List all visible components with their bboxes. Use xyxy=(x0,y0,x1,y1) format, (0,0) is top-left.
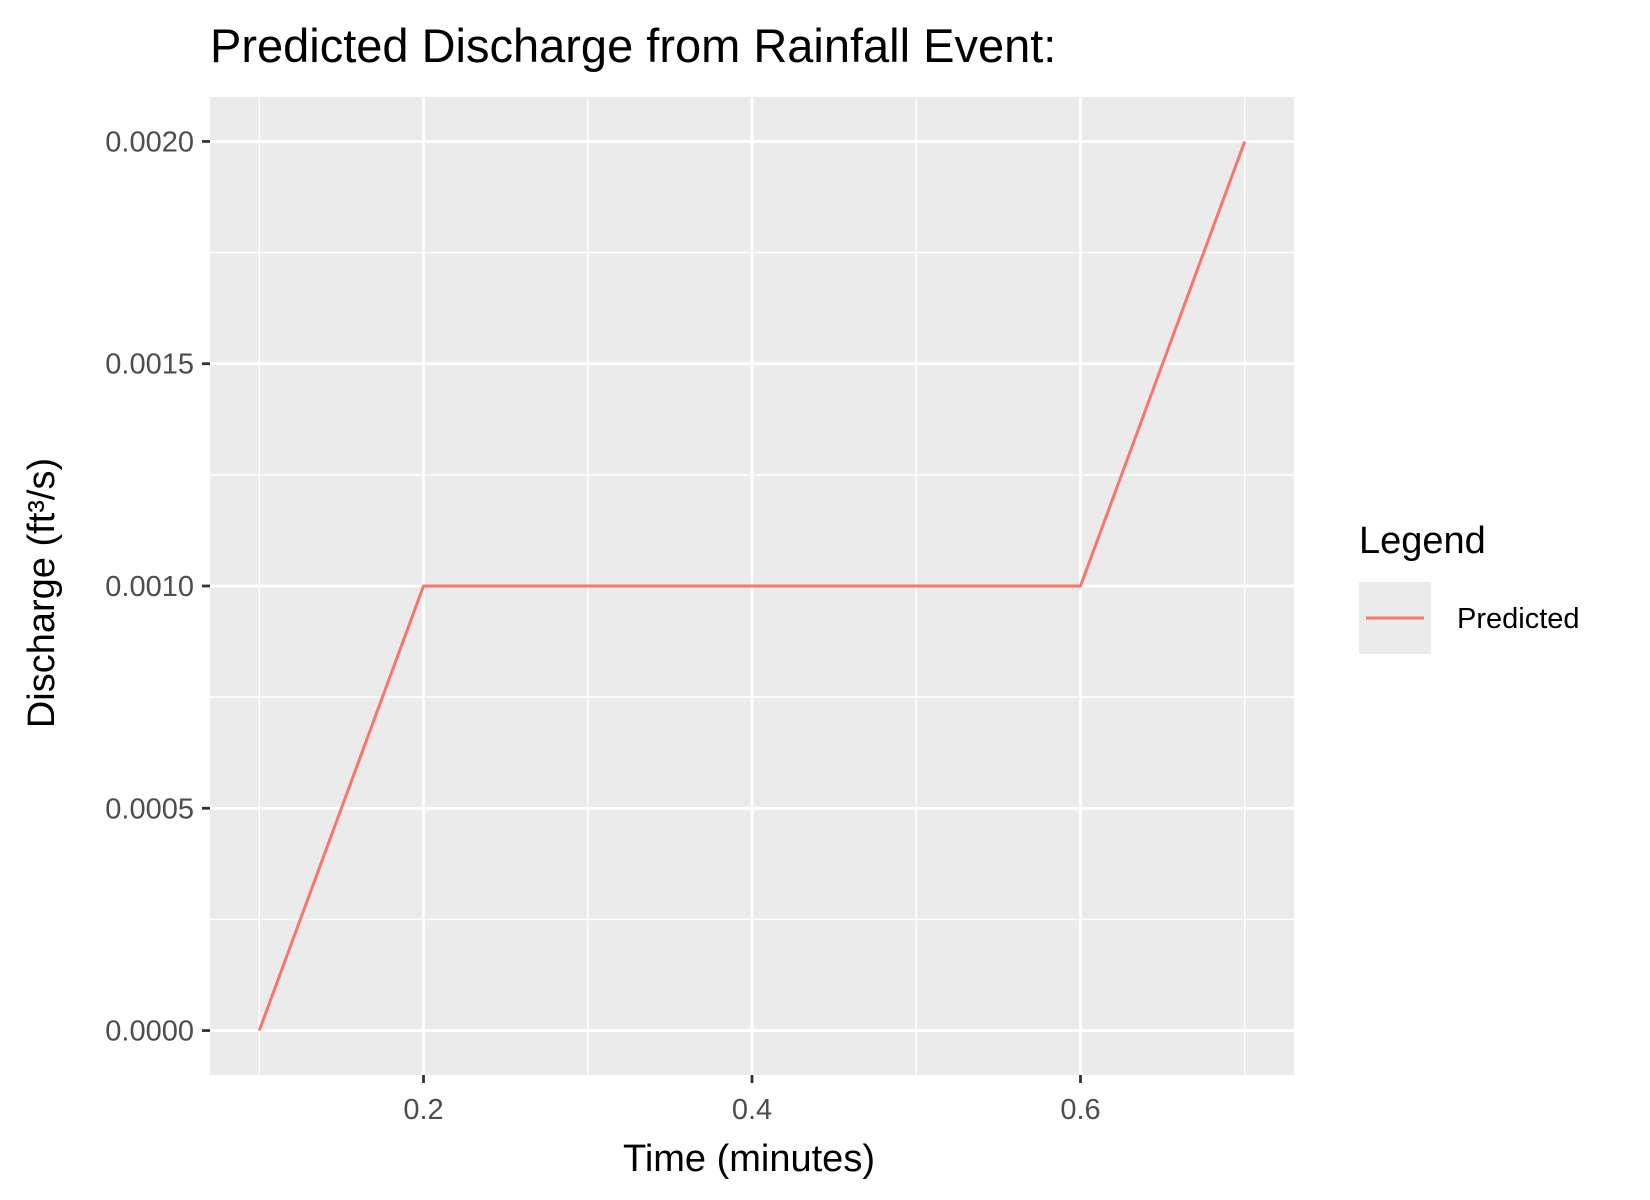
chart-title: Predicted Discharge from Rainfall Event: xyxy=(210,19,1056,72)
x-tick-label: 0.6 xyxy=(1060,1094,1100,1126)
x-tick-label: 0.2 xyxy=(403,1094,443,1126)
y-tick-label: 0.0005 xyxy=(105,793,194,825)
series-layer xyxy=(257,140,1247,1032)
series-line-predicted xyxy=(257,140,1247,1032)
y-axis: 0.0000 0.0005 0.0010 0.0015 0.0020 xyxy=(105,126,210,1048)
y-tick-label: 0.0020 xyxy=(105,126,194,158)
legend: Legend Predicted xyxy=(1359,520,1580,654)
legend-title: Legend xyxy=(1359,520,1486,562)
x-tick-label: 0.4 xyxy=(732,1094,772,1126)
y-tick-label: 0.0010 xyxy=(105,571,194,603)
legend-label: Predicted xyxy=(1457,603,1580,635)
y-tick-label: 0.0015 xyxy=(105,349,194,381)
x-axis-title: Time (minutes) xyxy=(623,1138,875,1180)
x-axis: 0.2 0.4 0.6 xyxy=(403,1075,1101,1126)
y-tick-label: 0.0000 xyxy=(105,1016,194,1048)
legend-items: Predicted xyxy=(1359,582,1580,654)
y-axis-title: Discharge (ft³/s) xyxy=(21,458,63,728)
